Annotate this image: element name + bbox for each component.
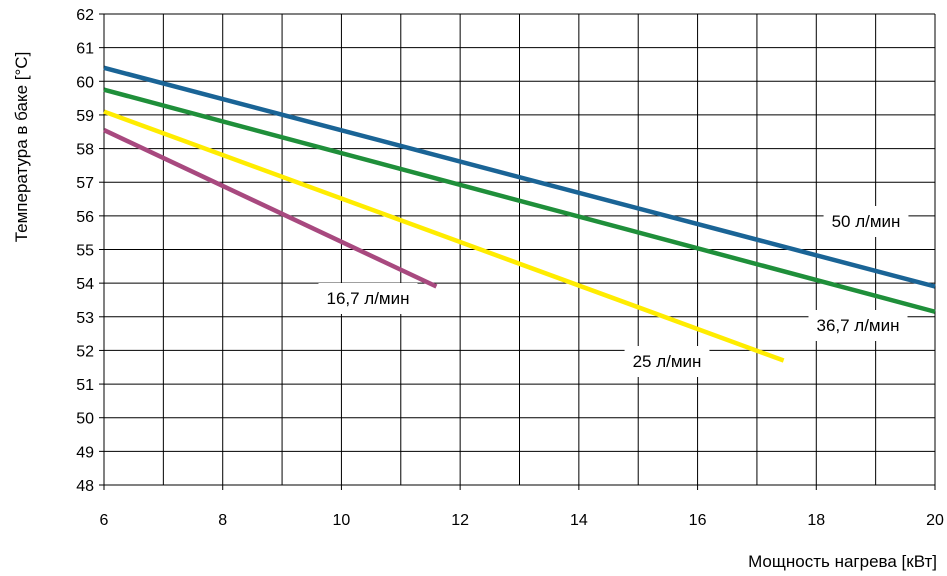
y-tick-label: 54: [76, 276, 94, 293]
y-tick-label: 57: [76, 175, 94, 192]
series-label-background: [624, 346, 710, 377]
x-axis-title: Мощность нагрева [кВт]: [748, 552, 937, 571]
series-label-background: [318, 283, 418, 314]
y-tick-label: 56: [76, 209, 94, 226]
series-line: [103, 128, 438, 289]
x-tick-label: 20: [926, 512, 944, 529]
y-tick-label: 49: [76, 444, 94, 461]
y-tick-label: 58: [76, 142, 94, 159]
series-line: [103, 109, 785, 363]
y-tick-label: 60: [76, 74, 94, 91]
series-line: [103, 87, 936, 314]
y-tick-label: 48: [76, 478, 94, 495]
x-tick-label: 18: [807, 512, 825, 529]
x-tick-labels: 6 8 10 12 14 16 18 20: [100, 512, 944, 529]
series-label: 36,7 л/мин: [816, 316, 899, 335]
series-line: [103, 65, 936, 289]
x-tick-label: 14: [570, 512, 588, 529]
y-tick-label: 62: [76, 7, 94, 24]
x-tick-label: 8: [218, 512, 227, 529]
y-tick-label: 59: [76, 108, 94, 125]
y-axis-title: Температура в баке [°C]: [12, 52, 31, 243]
series-label-background: [808, 310, 908, 341]
series-labels: 50 л/мин 36,7 л/мин 25 л/мин 16,7 л/мин: [318, 206, 909, 377]
x-tick-label: 16: [689, 512, 707, 529]
x-tick-label: 10: [333, 512, 351, 529]
y-tick-label: 51: [76, 377, 94, 394]
y-tick-label: 50: [76, 411, 94, 428]
series-label-background: [823, 206, 909, 237]
y-tick-label: 55: [76, 243, 94, 260]
series-label: 25 л/мин: [633, 352, 702, 371]
x-tick-label: 6: [100, 512, 109, 529]
x-tick-label: 12: [451, 512, 469, 529]
y-tick-labels: 48 49 50 51 52 53 54 55 56 57 58 59 60 61 62: [76, 7, 94, 495]
series-label: 50 л/мин: [832, 212, 901, 231]
series-label: 16,7 л/мин: [326, 289, 409, 308]
y-tick-label: 52: [76, 343, 94, 360]
y-tick-label: 53: [76, 310, 94, 327]
series-lines: [103, 65, 936, 363]
y-tick-label: 61: [76, 41, 94, 58]
